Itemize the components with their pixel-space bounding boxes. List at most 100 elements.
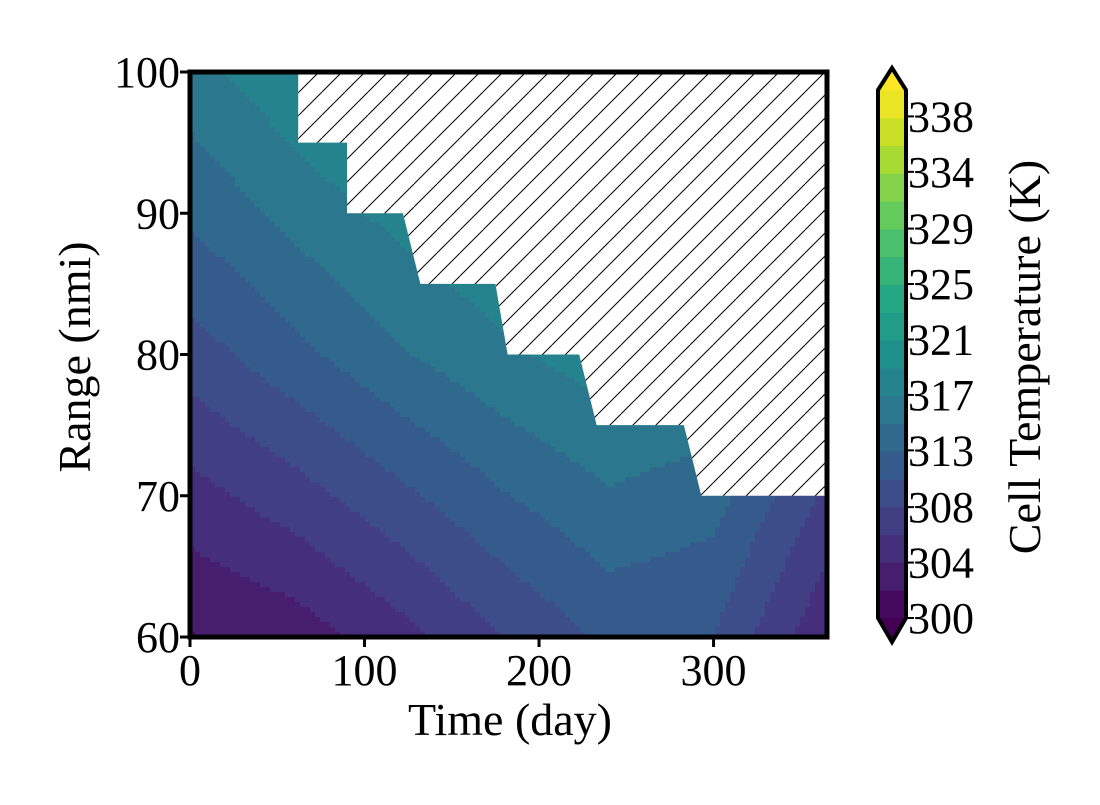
contour-cell [375,222,381,228]
contour-cell [325,557,331,563]
contour-cell [285,177,291,183]
contour-cell [190,252,196,258]
contour-cell [395,507,401,513]
contour-cell [340,177,346,183]
contour-cell [295,617,301,623]
contour-cell [345,407,351,413]
contour-cell [335,397,341,403]
contour-cell [355,562,361,568]
contour-cell [255,502,261,508]
contour-cell [400,542,406,548]
contour-cell [315,572,321,578]
contour-cell [350,407,356,413]
contour-cell [320,492,326,498]
contour-cell [230,317,236,323]
contour-cell [325,192,331,198]
contour-cell [255,547,261,553]
contour-cell [225,82,231,88]
contour-cell [290,452,296,458]
contour-cell [285,352,291,358]
contour-cell [210,567,216,573]
contour-cell [365,492,371,498]
contour-cell [260,292,266,298]
contour-cell [275,577,281,583]
contour-cell [270,382,276,388]
contour-cell [285,332,291,338]
contour-cell [405,442,411,448]
contour-cell [390,447,396,453]
contour-cell [245,77,251,83]
contour-cell [350,557,356,563]
contour-cell [370,522,376,528]
contour-cell [195,212,201,218]
contour-cell [190,532,196,538]
contour-cell [295,152,301,158]
contour-cell [355,622,361,628]
contour-cell [260,482,266,488]
contour-cell [305,432,311,438]
contour-cell [335,487,341,493]
contour-cell [310,142,316,148]
contour-cell [195,542,201,548]
contour-cell [255,167,261,173]
contour-cell [275,607,281,613]
contour-cell [205,377,211,383]
contour-cell [280,112,286,118]
contour-cell [230,597,236,603]
contour-cell [255,577,261,583]
contour-cell [285,467,291,473]
contour-cell [260,177,266,183]
contour-cell [345,242,351,248]
contour-cell [220,202,226,208]
contour-cell [285,417,291,423]
contour-cell [345,357,351,363]
contour-cell [405,592,411,598]
contour-cell [290,87,296,93]
contour-cell [405,347,411,353]
contour-cell [390,287,396,293]
contour-cell [240,587,246,593]
contour-cell [380,287,386,293]
contour-cell [275,162,281,168]
contour-cell [265,627,271,633]
contour-cell [245,227,251,233]
contour-cell [245,507,251,513]
contour-cell [340,462,346,468]
contour-cell [220,102,226,108]
contour-cell [265,197,271,203]
contour-cell [265,527,271,533]
contour-cell [390,297,396,303]
contour-cell [190,572,196,578]
contour-cell [300,427,306,433]
contour-cell [240,322,246,328]
contour-cell [355,327,361,333]
contour-cell [295,532,301,538]
contour-cell [295,232,301,238]
contour-cell [365,517,371,523]
contour-cell [320,622,326,628]
contour-cell [375,457,381,463]
contour-cell [245,497,251,503]
contour-cell [250,617,256,623]
contour-cell [235,367,241,373]
contour-cell [210,297,216,303]
contour-cell [290,312,296,318]
contour-cell [380,627,386,633]
contour-cell [265,602,271,608]
contour-cell [240,472,246,478]
contour-cell [295,162,301,168]
contour-cell [400,547,406,553]
contour-cell [255,347,261,353]
contour-cell [315,357,321,363]
contour-cell [210,367,216,373]
contour-cell [270,537,276,543]
contour-cell [295,407,301,413]
contour-cell [190,502,196,508]
contour-cell [190,582,196,588]
contour-cell [380,622,386,628]
contour-cell [255,507,261,513]
contour-cell [200,397,206,403]
contour-cell [205,617,211,623]
contour-cell [400,582,406,588]
contour-cell [375,512,381,518]
